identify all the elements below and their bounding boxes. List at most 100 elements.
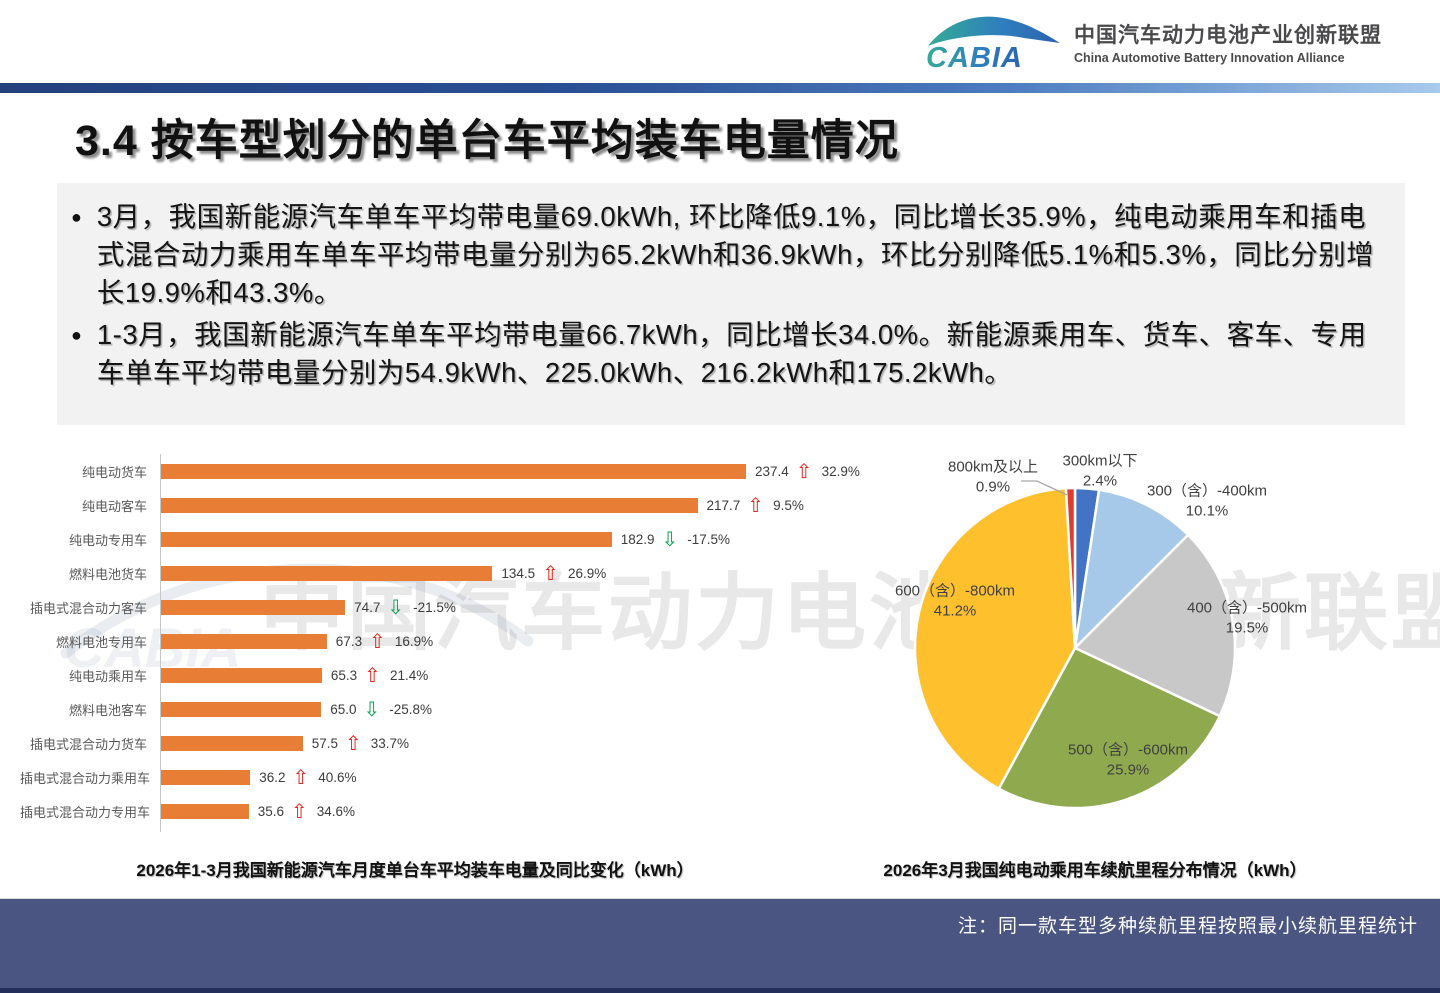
bar-change-label: 16.9% [394,633,434,649]
bar-row: 纯电动货车 237.4 ⇧ 32.9% [20,454,860,488]
up-arrow-icon: ⇧ [364,663,381,687]
bar-category-label: 纯电动客车 [81,498,147,514]
battery-capacity-bar-chart: 纯电动货车 237.4 ⇧ 32.9% 纯电动客车 217.7 ⇧ 9.5% 纯电动专用车 182… [20,454,860,832]
bar-value-label: 57.5 [311,735,338,751]
up-arrow-icon: ⇧ [747,493,765,517]
bar-change-label: 9.5% [773,497,804,513]
up-arrow-icon: ⇧ [369,629,386,653]
bar-segment [161,735,303,751]
org-name-cn: 中国汽车动力电池产业创新联盟 [1074,24,1382,47]
bar-chart-caption: 2026年1-3月我国新能源汽车月度单台车平均装车电量及同比变化（kWh） [136,861,694,880]
bar-row: 纯电动乘用车 65.3 ⇧ 21.4% [20,658,855,692]
bar-category-label: 燃料电池客车 [68,702,147,718]
bar-change-label: 26.9% [567,565,607,581]
down-arrow-icon: ⇩ [363,697,381,721]
bar-row: 纯电动专用车 182.9 ⇩ -17.5% [20,522,855,556]
bar-value-label: 36.2 [259,769,286,785]
up-arrow-icon: ⇧ [795,459,813,483]
bar-change-label: 34.6% [316,803,356,819]
header-divider-bar [0,83,1440,93]
bar-value-label: 35.6 [257,803,284,819]
bar-category-label: 插电式混合动力乘用车 [20,770,151,786]
pie-slice [1064,486,1077,649]
bar-value-label: 65.3 [330,667,358,683]
bar-category-label: 燃料电池货车 [68,566,147,582]
pie-slice-label: 500（含）-600km 25.9% [1067,741,1189,779]
pie-slice [1073,488,1190,652]
bar-segment [161,667,322,683]
header: CABIA 中国汽车动力电池产业创新联盟 China Automotive Ba… [0,0,1440,83]
up-arrow-icon: ⇧ [292,765,310,789]
bar-chart-rows: 纯电动货车 237.4 ⇧ 32.9% 纯电动客车 217.7 ⇧ 9.5% 纯电动专用车 182… [20,454,860,828]
bar-value-label: 217.7 [706,497,741,513]
bar-row: 插电式混合动力专用车 35.6 ⇧ 34.6% [20,794,855,828]
down-arrow-icon: ⇩ [387,595,405,619]
bar-segment [161,565,493,581]
bar-row: 插电式混合动力客车 74.7 ⇩ -21.5% [20,590,855,624]
pie-leader-line [1021,480,1068,496]
bar-row: 燃料电池专用车 67.3 ⇧ 16.9% [20,624,855,658]
pie-svg [913,480,1237,810]
bar-value-label: 67.3 [335,633,363,649]
bar-row: 纯电动客车 217.7 ⇧ 9.5% [20,488,855,522]
bar-category-label: 插电式混合动力货车 [29,736,147,752]
bar-category-label: 插电式混合动力客车 [29,600,147,616]
pie-chart-caption: 2026年3月我国纯电动乘用车续航里程分布情况（kWh） [883,861,1307,880]
pie-slice-label: 300km以下 2.4% [1062,452,1138,490]
summary-bullet-1-text: 3月，我国新能源汽车单车平均带电量69.0kWh, 环比降低9.1%，同比增长3… [96,201,1375,308]
bar-change-label: -25.8% [389,701,433,717]
bar-segment [161,463,746,479]
bar-value-label: 134.5 [501,565,536,581]
up-arrow-icon: ⇧ [344,731,362,755]
bar-row: 燃料电池客车 65.0 ⇩ -25.8% [20,692,855,726]
driving-range-pie-chart: 300km以下 2.4% 300（含）-400km 10.1% 400（含）-500km… [875,448,1435,858]
bar-value-label: 65.0 [330,701,357,717]
up-arrow-icon: ⇧ [542,561,559,585]
summary-bullet-1: ● 3月，我国新能源汽车单车平均带电量69.0kWh, 环比降低9.1%，同比增… [69,198,1387,312]
bar-change-label: 21.4% [389,667,429,683]
summary-panel: ● 3月，我国新能源汽车单车平均带电量69.0kWh, 环比降低9.1%，同比增… [57,183,1405,425]
bar-row: 插电式混合动力乘用车 36.2 ⇧ 40.6% [20,760,855,794]
bar-category-label: 燃料电池专用车 [55,634,147,650]
logo-text-block: 中国汽车动力电池产业创新联盟 China Automotive Battery … [1074,19,1382,65]
bar-change-label: -17.5% [687,531,731,547]
summary-bullet-2-text: 1-3月，我国新能源汽车单车平均带电量66.7kWh，同比增长34.0%。新能源… [96,319,1367,388]
bar-change-label: 33.7% [370,735,410,751]
bar-row: 燃料电池货车 134.5 ⇧ 26.9% [20,556,855,590]
pie-slice-label: 800km及以上 0.9% [947,458,1039,496]
bar-category-label: 纯电动专用车 [68,532,147,548]
bar-change-label: -21.5% [413,599,456,615]
bar-segment [161,803,249,819]
bar-category-label: 插电式混合动力专用车 [20,804,151,820]
bar-category-label: 纯电动货车 [81,464,147,480]
pie-slice [913,486,1077,791]
cabia-logo: CABIA 中国汽车动力电池产业创新联盟 China Automotive Ba… [924,10,1382,74]
watermark-text: 中国汽车动力电池产业创新联盟 [260,566,1440,660]
page-title: 3.4 按车型划分的单台车平均装车电量情况 [75,117,899,165]
bar-value-label: 237.4 [755,463,789,479]
footer-note: 注：同一款车型多种续航里程按照最小续航里程统计 [957,916,1418,937]
bullet-icon: ● [71,325,82,345]
pie-slice-label: 300（含）-400km 10.1% [1146,482,1268,520]
pie-slice [1072,533,1237,718]
bar-segment [161,497,698,513]
footer-bottom-strip [0,988,1440,993]
down-arrow-icon: ⇩ [661,527,679,551]
bar-value-label: 74.7 [354,599,381,615]
bar-value-label: 182.9 [620,531,655,547]
up-arrow-icon: ⇧ [290,799,308,823]
bar-segment [161,599,346,615]
pie-slice-label: 600（含）-800km 41.2% [894,582,1016,620]
bar-change-label: 40.6% [318,769,357,785]
org-name-en: China Automotive Battery Innovation Alli… [1074,51,1345,65]
cabia-logo-swoosh-icon: CABIA [926,16,1060,74]
bar-change-label: 32.9% [821,463,860,479]
bar-row: 插电式混合动力货车 57.5 ⇧ 33.7% [20,726,855,760]
bar-segment [161,531,612,547]
bar-category-label: 纯电动乘用车 [68,668,147,684]
bar-segment [161,769,251,785]
summary-bullet-2: ● 1-3月，我国新能源汽车单车平均带电量66.7kWh，同比增长34.0%。新… [69,316,1387,392]
bullet-icon: ● [71,207,82,227]
svg-text:CABIA: CABIA [926,42,1023,74]
